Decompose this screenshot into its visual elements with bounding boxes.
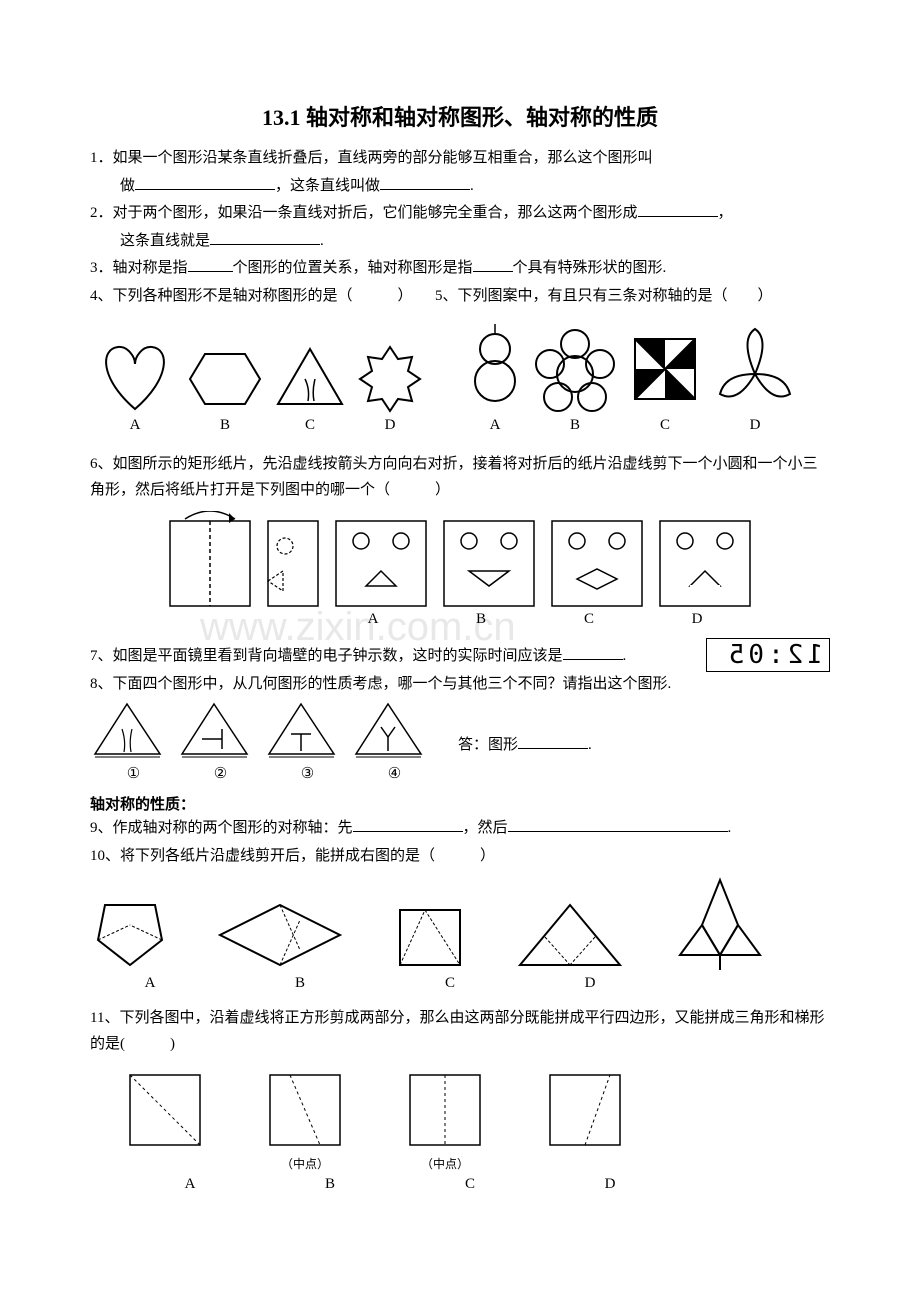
label-D: D xyxy=(350,417,430,434)
fold-step2-icon xyxy=(263,511,323,611)
q3-blank1[interactable] xyxy=(188,256,233,272)
q8-answer: 答：图形. xyxy=(458,733,592,763)
q2-line2: 这条直线就是. xyxy=(90,229,830,255)
label-B: B xyxy=(180,417,270,434)
q3-b: 个图形的位置关系，轴对称图形是指 xyxy=(233,260,473,276)
q8-ans-a: 答：图形 xyxy=(458,737,518,753)
fold-step1-icon xyxy=(165,511,255,611)
q8-ans-b: . xyxy=(588,737,592,753)
q8-l2: ② xyxy=(177,764,264,783)
svg-text:12:05: 12:05 xyxy=(725,641,823,669)
q3-blank2[interactable] xyxy=(473,256,513,272)
hexagon-icon xyxy=(180,329,270,419)
q4-q5: 4、下列各种图形不是轴对称图形的是（ ） 5、下列图案中，有且只有三条对称轴的是… xyxy=(90,284,830,310)
q9-blank2[interactable] xyxy=(508,816,728,832)
q1-b: ，这条直线叫做 xyxy=(275,178,380,194)
q1-line2: 做 ，这条直线叫做. xyxy=(90,174,830,200)
pentagon-A-icon xyxy=(90,895,170,975)
rect-C-icon xyxy=(390,895,470,975)
q10-C: C xyxy=(390,975,510,992)
q11-D: D xyxy=(540,1176,680,1193)
q3-c: 个具有特殊形状的图形. xyxy=(513,260,667,276)
option-C-icon xyxy=(547,511,647,611)
q7-b: . xyxy=(623,648,627,664)
tri-3-icon xyxy=(264,699,339,764)
q7-a: 7、如图是平面镜里看到背向墙壁的电子钟示数，这时的实际时间应该是 xyxy=(90,648,563,664)
tri-4-icon xyxy=(351,699,426,764)
q9: 9、作成轴对称的两个图形的对称轴：先 ，然后. xyxy=(90,816,830,842)
q2-blank1[interactable] xyxy=(638,201,718,217)
q10-A: A xyxy=(90,975,210,992)
clock-display: 12:05 xyxy=(706,638,830,672)
q9-a: 9、作成轴对称的两个图形的对称轴：先 xyxy=(90,820,353,836)
sq-A-icon xyxy=(120,1065,210,1155)
option-D-icon xyxy=(655,511,755,611)
q10: 10、将下列各纸片沿虚线剪开后，能拼成右图的是（ ） xyxy=(90,844,830,870)
trefoil-icon xyxy=(710,319,800,419)
label-A: A xyxy=(90,417,180,434)
q2-c: 这条直线就是 xyxy=(120,233,210,249)
q2-a: 2．对于两个图形，如果沿一条直线对折后，它们能够完全重合，那么这两个图形成 xyxy=(90,205,638,221)
rhombus-B-icon xyxy=(210,895,350,975)
heart-icon xyxy=(90,329,180,419)
option-B-icon xyxy=(439,511,539,611)
label-A2: A xyxy=(460,417,530,434)
page-title: 13.1 轴对称和轴对称图形、轴对称的性质 xyxy=(90,100,830,132)
q1-c: . xyxy=(470,178,474,194)
label-B2: B xyxy=(530,417,620,434)
q2-blank2[interactable] xyxy=(210,229,320,245)
tri-1-icon xyxy=(90,699,165,764)
pinwheel-icon xyxy=(620,319,710,419)
q7-blank[interactable] xyxy=(563,644,623,660)
q1-a: 做 xyxy=(120,178,135,194)
q6-D: D xyxy=(643,611,751,628)
q11-C: C xyxy=(400,1176,540,1193)
star-shape-icon xyxy=(350,329,430,419)
q11-mid-B: （中点） xyxy=(260,1155,350,1172)
q6-A: A xyxy=(319,611,427,628)
q2-line1: 2．对于两个图形，如果沿一条直线对折后，它们能够完全重合，那么这两个图形成 ， xyxy=(90,201,830,227)
q6-B: B xyxy=(427,611,535,628)
q9-c: . xyxy=(728,820,732,836)
q1-blank2[interactable] xyxy=(380,174,470,190)
q6-C: C xyxy=(535,611,643,628)
q3: 3．轴对称是指 个图形的位置关系，轴对称图形是指 个具有特殊形状的图形. xyxy=(90,256,830,282)
sq-B-icon xyxy=(260,1065,350,1155)
gourd-icon xyxy=(460,319,530,419)
tri-2-icon xyxy=(177,699,252,764)
q1-line1: 1．如果一个图形沿某条直线折叠后，直线两旁的部分能够互相重合，那么这个图形叫 xyxy=(90,146,830,172)
target-shape-icon xyxy=(670,875,770,975)
q11-B: B xyxy=(260,1176,400,1193)
q9-b: ，然后 xyxy=(463,820,508,836)
sq-C-icon xyxy=(400,1065,490,1155)
option-A-icon xyxy=(331,511,431,611)
label-C: C xyxy=(270,417,350,434)
q10-D: D xyxy=(510,975,670,992)
q8-blank[interactable] xyxy=(518,733,588,749)
q3-a: 3．轴对称是指 xyxy=(90,260,188,276)
triangle-scribble-icon xyxy=(270,329,350,419)
flower-icon xyxy=(530,319,620,419)
q8-l3: ③ xyxy=(264,764,351,783)
label-C2: C xyxy=(620,417,710,434)
q1-blank1[interactable] xyxy=(135,174,275,190)
q11-mid-C: （中点） xyxy=(400,1155,490,1172)
sq-D-icon xyxy=(540,1065,630,1155)
label-D2: D xyxy=(710,417,800,434)
q6: 6、如图所示的矩形纸片，先沿虚线按箭头方向向右对折，接着将对折后的纸片沿虚线剪下… xyxy=(90,452,830,503)
q2-d: . xyxy=(320,233,324,249)
q8-l1: ① xyxy=(90,764,177,783)
q11: 11、下列各图中，沿着虚线将正方形剪成两部分，那么由这两部分既能拼成平行四边形，… xyxy=(90,1006,830,1057)
section-title: 轴对称的性质： xyxy=(90,793,830,814)
q9-blank1[interactable] xyxy=(353,816,463,832)
q8-l4: ④ xyxy=(351,764,438,783)
q11-A: A xyxy=(120,1176,260,1193)
q8: 8、下面四个图形中，从几何图形的性质考虑，哪一个与其他三个不同？请指出这个图形. xyxy=(90,672,830,698)
tri-D-icon xyxy=(510,895,630,975)
q2-b: ， xyxy=(718,205,733,221)
q10-B: B xyxy=(210,975,390,992)
